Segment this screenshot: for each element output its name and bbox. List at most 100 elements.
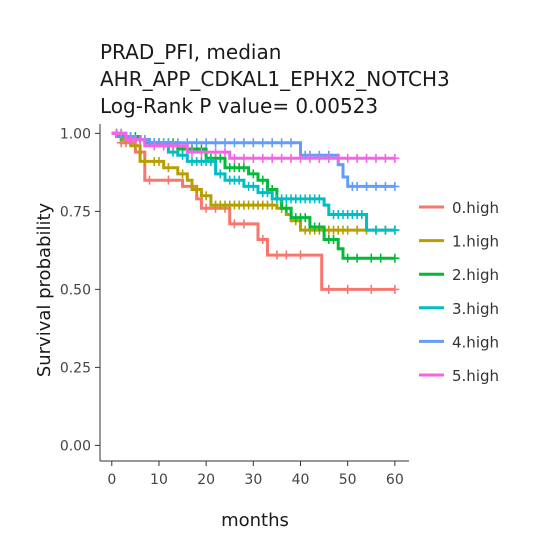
censor-mark xyxy=(215,153,225,163)
x-tick-label: 20 xyxy=(197,472,215,488)
censor-mark xyxy=(145,175,155,185)
legend-item: 0.high xyxy=(419,199,499,217)
censor-mark xyxy=(352,225,362,235)
censor-mark xyxy=(380,225,390,235)
censor-mark xyxy=(267,153,277,163)
x-tick-label: 10 xyxy=(150,472,168,488)
censor-marks xyxy=(116,131,400,235)
plot-area xyxy=(111,128,400,294)
censor-mark xyxy=(239,219,249,229)
censor-mark xyxy=(211,147,221,157)
y-tick-label: 0.25 xyxy=(60,360,91,376)
legend-item: 5.high xyxy=(419,367,499,385)
censor-mark xyxy=(211,138,221,148)
censor-mark xyxy=(187,147,197,157)
censor-mark xyxy=(343,225,353,235)
survival-curve xyxy=(111,131,395,260)
censor-mark xyxy=(163,175,173,185)
x-tick-label: 40 xyxy=(292,472,310,488)
legend-label: 2.high xyxy=(452,266,499,284)
censor-mark xyxy=(352,253,362,263)
censor-mark xyxy=(267,200,277,210)
title-line-1: PRAD_PFI, median xyxy=(100,40,281,64)
legend-label: 0.high xyxy=(452,199,499,217)
censor-mark xyxy=(305,153,315,163)
censor-mark xyxy=(272,250,282,260)
censor-mark xyxy=(248,153,258,163)
legend-item: 3.high xyxy=(419,300,499,318)
title-line-3: Log-Rank P value= 0.00523 xyxy=(100,94,378,118)
censor-mark xyxy=(206,156,216,166)
legend-label: 3.high xyxy=(452,300,499,318)
y-axis-title: Survival probability xyxy=(34,202,55,377)
censor-mark xyxy=(116,128,126,138)
censor-mark xyxy=(201,138,211,148)
censor-mark xyxy=(343,153,353,163)
y-tick-label: 0.00 xyxy=(60,438,91,454)
censor-mark xyxy=(248,169,258,179)
censor-mark xyxy=(248,138,258,148)
x-tick-label: 0 xyxy=(107,472,116,488)
censor-mark xyxy=(380,153,390,163)
censor-mark xyxy=(295,153,305,163)
censor-mark xyxy=(192,185,202,195)
censor-mark xyxy=(258,153,268,163)
x-tick-label: 50 xyxy=(339,472,357,488)
censor-mark xyxy=(329,234,339,244)
censor-marks xyxy=(112,128,400,263)
title-line-2: AHR_APP_CDKAL1_EPHX2_NOTCH3 xyxy=(100,67,450,91)
censor-mark xyxy=(159,141,169,151)
x-axis-title: months xyxy=(221,510,289,531)
censor-mark xyxy=(135,135,145,145)
censor-mark xyxy=(314,153,324,163)
censor-mark xyxy=(220,147,230,157)
censor-mark xyxy=(390,153,400,163)
censor-mark xyxy=(178,169,188,179)
censor-mark xyxy=(267,138,277,148)
legend-item: 2.high xyxy=(419,266,499,284)
x-tick-label: 60 xyxy=(386,472,404,488)
censor-mark xyxy=(277,153,287,163)
censor-mark xyxy=(390,284,400,294)
censor-mark xyxy=(286,153,296,163)
censor-mark xyxy=(380,181,390,191)
censor-mark xyxy=(362,181,372,191)
censor-mark xyxy=(314,194,324,204)
censor-mark xyxy=(239,138,249,148)
legend-label: 1.high xyxy=(452,233,499,251)
censor-mark xyxy=(343,284,353,294)
legend: 0.high 1.high 2.high 3.high 4.high 5.high xyxy=(419,199,499,385)
chart-title: PRAD_PFI, median AHR_APP_CDKAL1_EPHX2_NO… xyxy=(100,40,450,118)
censor-mark xyxy=(366,284,376,294)
censor-mark xyxy=(390,181,400,191)
legend-label: 4.high xyxy=(452,333,499,351)
axes xyxy=(99,124,409,462)
ticks: 0 10 20 30 40 50 60 0.00 0.25 0.50 0.75 1.00 xyxy=(60,126,404,488)
censor-mark xyxy=(168,141,178,151)
legend-label: 5.high xyxy=(452,367,499,385)
censor-mark xyxy=(277,138,287,148)
censor-mark xyxy=(229,138,239,148)
censor-mark xyxy=(258,234,268,244)
censor-mark xyxy=(324,153,334,163)
censor-mark xyxy=(281,203,291,213)
censor-mark xyxy=(371,181,381,191)
censor-mark xyxy=(220,138,230,148)
censor-mark xyxy=(192,138,202,148)
censor-marks xyxy=(112,128,400,163)
censor-mark xyxy=(215,169,225,179)
censor-mark xyxy=(286,138,296,148)
legend-item: 1.high xyxy=(419,233,499,251)
y-tick-label: 1.00 xyxy=(60,126,91,142)
censor-mark xyxy=(333,153,343,163)
x-tick-label: 30 xyxy=(244,472,262,488)
legend-item: 4.high xyxy=(419,333,499,351)
censor-mark xyxy=(376,253,386,263)
censor-mark xyxy=(357,209,367,219)
censor-mark xyxy=(201,191,211,201)
censor-mark xyxy=(234,175,244,185)
censor-mark xyxy=(352,181,362,191)
series-5.high xyxy=(111,128,400,163)
censor-mark xyxy=(295,250,305,260)
